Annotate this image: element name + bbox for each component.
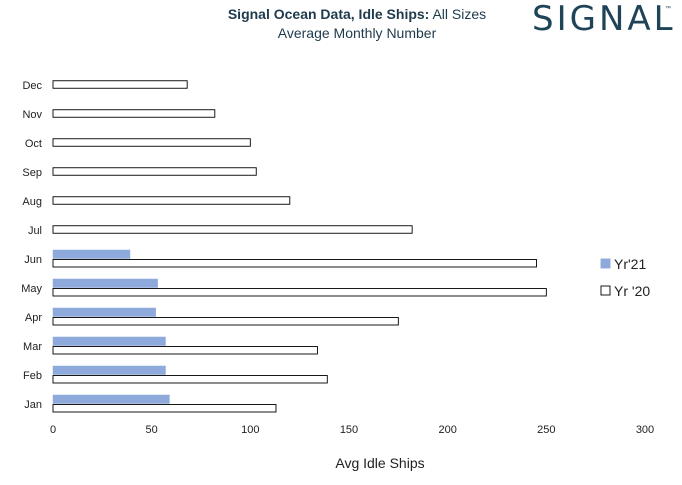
- y-axis-labels: Jan Feb Mar Apr May Jun Jul Aug Sep Oct Nov Dec: [21, 80, 42, 411]
- y-tick-label-dec: Dec: [22, 80, 42, 92]
- x-tick-label-200: 200: [438, 424, 456, 436]
- bar-yr20-nov: [52, 109, 216, 118]
- x-tick-label-300: 300: [636, 424, 654, 436]
- x-tick-label-150: 150: [340, 424, 358, 436]
- chart-title-rest: All Sizes: [429, 6, 486, 22]
- y-tick-label-jun: Jun: [24, 254, 42, 266]
- bar-yr20-may: [52, 288, 547, 297]
- signal-logo: SIGNAL ™: [532, 0, 676, 39]
- bar-yr20-apr: [52, 317, 399, 326]
- legend: Yr'21 Yr '20: [600, 256, 650, 299]
- logo-trademark: ™: [665, 5, 671, 12]
- x-tick-label-100: 100: [241, 424, 259, 436]
- y-tick-label-apr: Apr: [25, 312, 42, 324]
- x-tick-label-0: 0: [50, 424, 56, 436]
- y-tick-label-oct: Oct: [25, 138, 42, 150]
- bar-yr21-may: [52, 278, 158, 288]
- bar-yr20-oct: [52, 138, 251, 147]
- bar-yr21-feb: [52, 365, 166, 375]
- legend-label-yr20: Yr '20: [614, 283, 650, 299]
- bar-yr20-jun: [52, 259, 537, 268]
- x-tick-label-50: 50: [146, 424, 158, 436]
- bar-yr20-aug: [52, 196, 291, 205]
- x-tick-label-250: 250: [537, 424, 555, 436]
- bar-yr20-feb: [52, 375, 328, 384]
- bar-yr20-jul: [52, 225, 413, 234]
- y-tick-label-sep: Sep: [22, 167, 42, 179]
- bar-yr20-mar: [52, 346, 318, 355]
- y-tick-label-feb: Feb: [23, 370, 42, 382]
- logo-text: SIGNAL: [532, 0, 676, 39]
- bar-yr21-apr: [52, 307, 156, 317]
- legend-swatch-yr21: [600, 258, 611, 269]
- legend-label-yr21: Yr'21: [614, 256, 646, 272]
- y-tick-label-mar: Mar: [23, 341, 42, 353]
- bar-yr21-mar: [52, 336, 166, 346]
- bar-yr20-sep: [52, 167, 257, 176]
- bar-yr21-jan: [52, 394, 170, 404]
- chart-title-bold: Signal Ocean Data, Idle Ships:: [228, 6, 430, 22]
- chart-subtitle: Average Monthly Number: [278, 25, 437, 41]
- y-tick-label-jul: Jul: [28, 225, 42, 237]
- y-tick-label-jan: Jan: [24, 399, 42, 411]
- legend-swatch-yr20: [600, 285, 611, 296]
- x-axis-ticks: 0 50 100 150 200 250 300: [50, 424, 654, 436]
- y-tick-label-nov: Nov: [22, 109, 42, 121]
- y-tick-label-may: May: [21, 283, 42, 295]
- x-axis-label: Avg Idle Ships: [335, 455, 424, 471]
- bar-yr21-jun: [52, 249, 131, 259]
- y-tick-label-aug: Aug: [22, 196, 42, 208]
- bar-yr20-jan: [52, 404, 277, 413]
- chart-title: Signal Ocean Data, Idle Ships: All Sizes: [228, 6, 486, 22]
- bar-yr20-dec: [52, 80, 188, 89]
- bars: [52, 80, 547, 413]
